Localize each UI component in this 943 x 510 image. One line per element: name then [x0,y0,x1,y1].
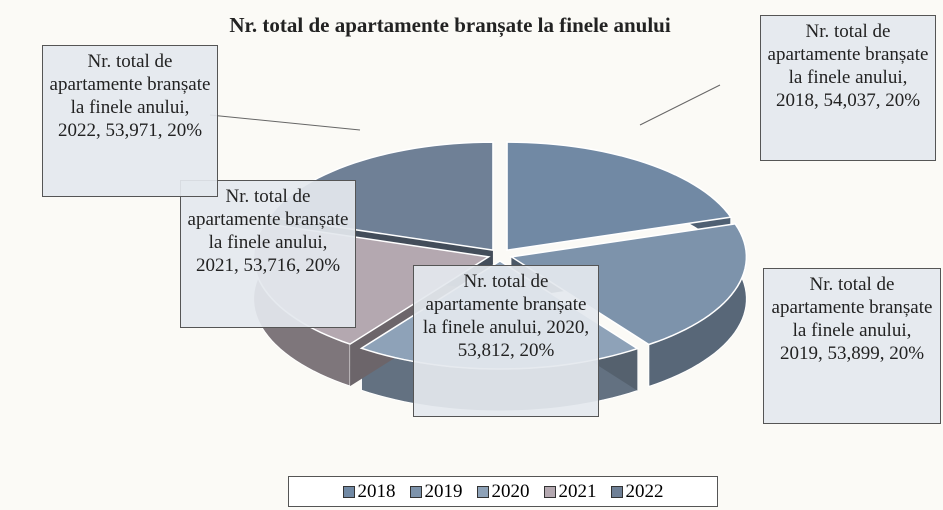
legend-swatch [343,486,355,498]
legend-label: 2020 [492,481,530,503]
leader-line [640,85,720,125]
legend-swatch [410,486,422,498]
chart-title: Nr. total de apartamente branșate la fin… [229,13,671,38]
legend-item: 2018 [343,481,396,503]
data-label: Nr. total de apartamente branșate la fin… [763,268,941,424]
leader-line [210,115,360,130]
legend-item: 2022 [611,481,664,503]
legend-label: 2018 [358,481,396,503]
legend-label: 2021 [559,481,597,503]
data-label: Nr. total de apartamente branșate la fin… [413,265,599,417]
data-label: Nr. total de apartamente branșate la fin… [760,15,936,161]
legend-swatch [477,486,489,498]
legend-swatch [544,486,556,498]
page: Nr. total de apartamente branșate la fin… [0,0,943,510]
legend-item: 2021 [544,481,597,503]
legend-item: 2019 [410,481,463,503]
legend-swatch [611,486,623,498]
legend-label: 2022 [626,481,664,503]
legend-item: 2020 [477,481,530,503]
data-label: Nr. total de apartamente branșate la fin… [180,180,356,328]
legend: 2018 2019 2020 2021 2022 [288,476,718,507]
legend-label: 2019 [425,481,463,503]
data-label: Nr. total de apartamente branșate la fin… [42,45,218,197]
